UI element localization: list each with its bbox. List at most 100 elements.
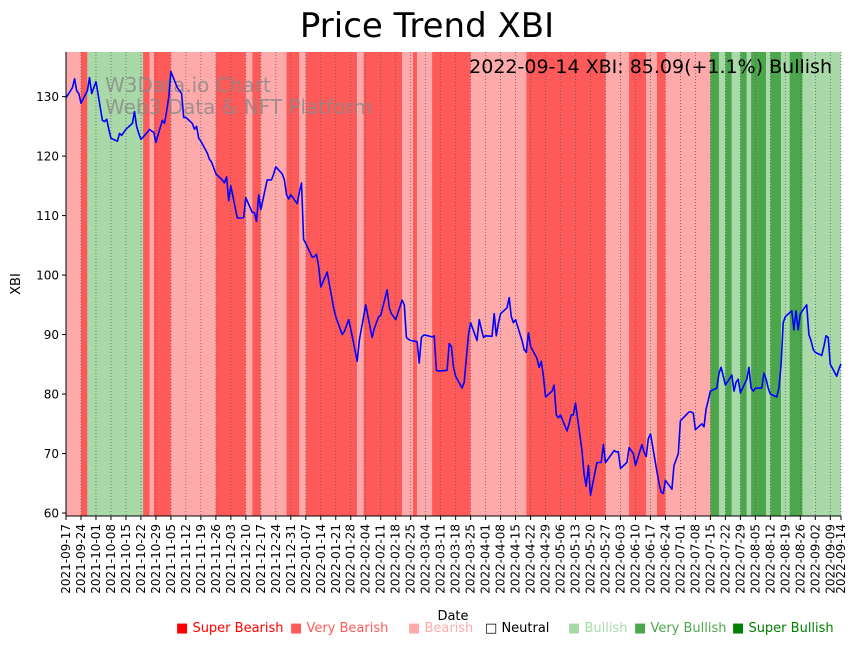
x-tick-label: 2022-03-04 [419,524,433,594]
sentiment-band-bearish [402,52,413,516]
sentiment-band-very-bearish [656,52,666,516]
sentiment-band-very-bearish [252,52,261,516]
x-tick-label: 2022-05-27 [599,524,613,594]
x-tick-label: 2022-08-26 [793,524,807,594]
x-tick-label: 2022-02-04 [359,524,373,594]
x-tick-label: 2022-02-25 [404,524,418,594]
sentiment-band-very-bearish [432,52,471,516]
sentiment-legend: ■ Super Bearish ■ Very Bearish ■ Bearish… [176,621,848,639]
sentiment-band-very-bearish [560,52,606,516]
x-tick-label: 2022-06-24 [658,524,672,594]
x-tick-label: 2022-04-22 [524,524,538,594]
y-tick-label: 120 [36,150,59,164]
legend-super-bearish: ■ Super Bearish [176,621,284,636]
x-tick-label: 2022-01-14 [314,524,328,594]
latest-price-annotation: 2022-09-14 XBI: 85.09(+1.1%) Bullish [469,56,832,78]
x-tick-label: 2022-08-05 [748,524,762,594]
sentiment-band-bearish [260,52,287,516]
x-tick-label: 2022-04-29 [539,524,553,594]
sentiment-band-bearish [170,52,216,516]
x-tick-label: 2022-04-08 [494,524,508,594]
y-tick-label: 110 [36,209,59,223]
sentiment-band-bullish [802,52,814,516]
legend-bearish: ■ Bearish [408,621,473,636]
x-tick-label: 2021-10-15 [119,524,133,594]
x-tick-label: 2022-05-13 [569,524,583,594]
sentiment-band-bearish [149,52,154,516]
sentiment-band-bearish [357,52,364,516]
y-tick-label: 130 [36,90,59,104]
x-tick-label: 2021-10-29 [149,524,163,594]
x-tick-label: 2021-11-19 [194,524,208,594]
y-tick-label: 60 [44,507,59,521]
x-tick-label: 2022-01-07 [299,524,313,594]
legend-very-bullish: ■ Very Bullish [634,621,727,636]
sentiment-band-very-bullish [789,52,803,516]
chart-title: Price Trend XBI [300,6,554,46]
watermark-line-1: W3Data.io Chart [105,73,271,97]
x-tick-label: 2022-06-03 [613,524,627,594]
x-tick-label: 2022-01-28 [344,524,358,594]
y-tick-label: 80 [44,388,59,402]
sentiment-band-very-bearish [526,52,561,516]
sentiment-band-very-bearish [153,52,171,516]
sentiment-band-very-bearish [286,52,300,516]
x-tick-label: 2022-05-20 [584,524,598,594]
sentiment-band-bearish [66,52,81,516]
x-tick-label: 2022-09-02 [808,524,822,594]
sentiment-band-very-bullish [751,52,767,516]
x-tick-label: 2022-04-01 [479,524,493,594]
sentiment-band-bullish [718,52,726,516]
x-tick-label: 2021-11-05 [164,524,178,594]
x-tick-label: 2021-12-10 [239,524,253,594]
x-tick-label: 2021-10-22 [134,524,148,594]
x-tick-label: 2022-09-14 [834,524,848,594]
legend-label: Neutral [501,621,550,636]
sentiment-band-very-bearish [363,52,403,516]
legend-label: Very Bullish [650,621,727,636]
legend-label: Bullish [584,621,628,636]
sentiment-band-bullish [731,52,741,516]
legend-label: Bearish [424,621,474,636]
x-tick-label: 2021-12-31 [284,524,298,594]
x-tick-label: 2022-09-09 [823,524,837,594]
sentiment-band-very-bearish [143,52,150,516]
sentiment-band-bearish [605,52,630,516]
sentiment-band-bearish [646,52,657,516]
sentiment-band-very-bearish [412,52,418,516]
legend-swatch-icon: ■ [634,621,647,636]
y-tick-label: 90 [44,328,59,342]
sentiment-band-bullish [746,52,752,516]
sentiment-band-very-bullish [725,52,732,516]
x-tick-label: 2022-01-21 [329,524,343,594]
sentiment-band-bearish [665,52,711,516]
x-tick-label: 2022-07-29 [733,524,747,594]
watermark-line-2: Web3 Data & NFT Platform [105,95,373,119]
x-tick-label: 2021-12-17 [254,524,268,594]
y-ticks: 60 70 80 90 100 110 120 130 [36,90,66,521]
x-tick-label: 2022-03-25 [464,524,478,594]
sentiment-band-bearish [417,52,433,516]
x-tick-label: 2022-02-11 [374,524,388,594]
sentiment-band-very-bearish [629,52,647,516]
legend-neutral: □ Neutral [485,621,549,636]
x-tick-label: 2021-09-17 [59,524,73,594]
y-axis-label: XBI [9,273,24,295]
sentiment-band-bullish [766,52,771,516]
x-tick-label: 2022-07-01 [673,524,687,594]
x-tick-label: 2022-05-06 [554,524,568,594]
legend-swatch-icon: □ [485,621,498,636]
x-tick-label: 2021-11-12 [179,524,193,594]
x-ticks: 2021-09-17 2021-09-24 2021-10-01 2021-10-08… [59,516,848,594]
legend-bullish: ■ Bullish [568,621,627,636]
legend-swatch-icon: ■ [176,621,189,636]
x-tick-label: 2021-10-01 [89,524,103,594]
legend-label: Super Bullish [748,621,834,636]
sentiment-band-bullish [87,52,144,516]
x-tick-label: 2022-08-19 [778,524,792,594]
x-tick-label: 2022-06-17 [643,524,657,594]
x-tick-label: 2022-03-18 [449,524,463,594]
sentiment-band-very-bullish [770,52,782,516]
sentiment-band-bearish [245,52,253,516]
sentiment-band-very-bullish [740,52,747,516]
